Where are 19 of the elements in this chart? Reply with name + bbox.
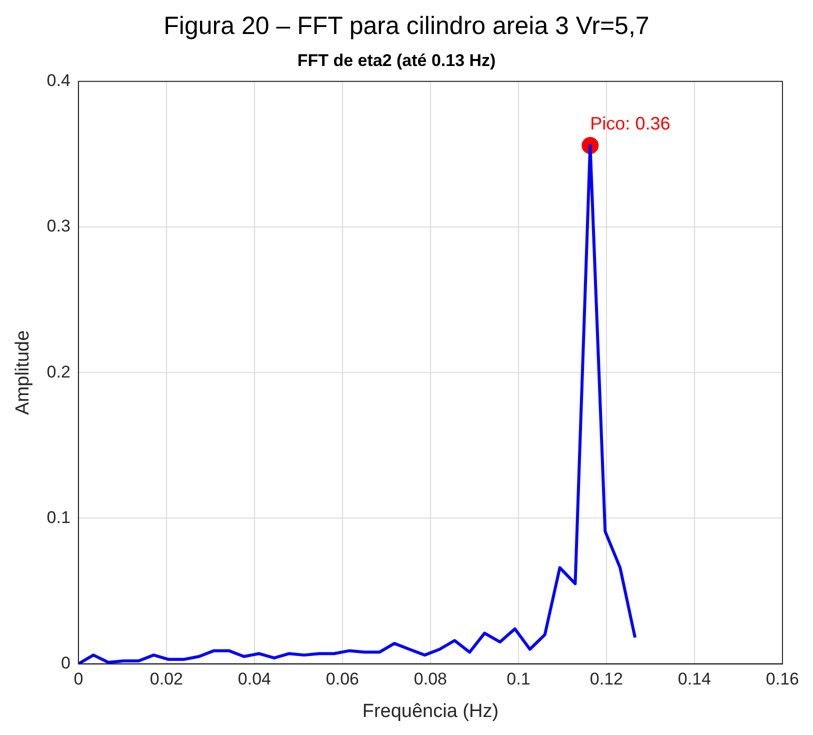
x-tick-label: 0.14 (678, 670, 711, 689)
y-tick-label: 0.1 (46, 508, 70, 527)
y-tick-label: 0.2 (46, 362, 70, 382)
y-axis-title: Amplitude (12, 330, 34, 415)
y-tick-label: 0 (60, 653, 70, 672)
x-tick-label: 0.16 (766, 670, 800, 689)
x-tick-label: 0.1 (506, 670, 530, 689)
x-tick-label: 0.08 (414, 670, 447, 689)
x-tick-label: 0.06 (326, 670, 359, 689)
y-tick-label: 0.3 (46, 216, 70, 236)
x-tick-label: 0.02 (150, 670, 183, 689)
chart-subtitle: FFT de eta2 (até 0.13 Hz) (297, 50, 496, 70)
x-tick-label: 0.12 (590, 670, 623, 689)
chart-title: Figura 20 – FFT para cilindro areia 3 Vr=5,7 (162, 11, 650, 42)
y-tick-label: 0.4 (46, 71, 70, 90)
x-tick-label: 0.04 (238, 670, 271, 689)
x-tick-label: 0 (74, 670, 84, 689)
annotation: Pico: 0.36 (590, 113, 670, 134)
x-axis-title: Frequência (Hz) (362, 700, 499, 722)
